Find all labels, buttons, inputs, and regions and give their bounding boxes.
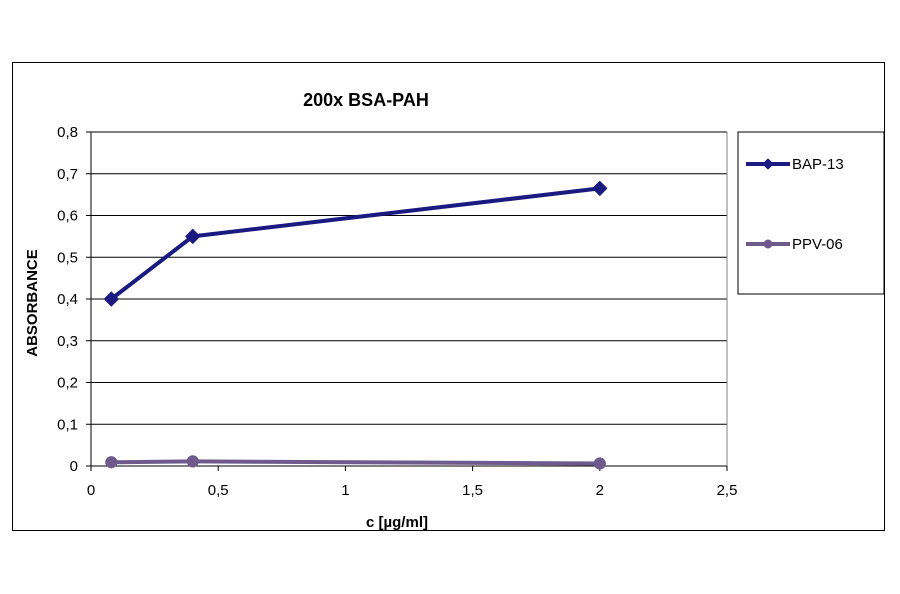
x-tick-label: 1,5 (462, 482, 483, 499)
gridlines (91, 131, 727, 467)
axes: 0 0,1 0,2 0,3 0,4 0,5 0,6 0,7 0,8 0 0,5 1 1,5 2 2,5 (57, 124, 737, 499)
legend: BAP-13 PPV-06 (737, 131, 885, 295)
x-tick-label: 2 (596, 482, 604, 499)
legend-box (737, 131, 885, 295)
data-point (185, 228, 201, 245)
chart-canvas: 200x BSA-PAH 00,10,20,30,40,50,60,70,80 0… (24, 90, 885, 531)
y-tick-label: 0 (70, 458, 78, 475)
x-axis-title: c [µg/ml] (366, 514, 428, 531)
y-tick-label: 0,8 (57, 124, 78, 141)
legend-label: PPV-06 (792, 236, 843, 253)
x-tick-label: 1 (341, 482, 349, 499)
legend-label: BAP-13 (792, 156, 844, 173)
data-point (593, 457, 606, 470)
legend-marker-PPV-06 (763, 239, 773, 249)
chart-frame: 200x BSA-PAH 0 0,1 0,2 0,3 0,4 0,5 0,6 0,7 0,8 0 0… (12, 62, 885, 531)
x-tick-label: 0,5 (208, 482, 229, 499)
y-tick-label: 0,5 (57, 249, 78, 266)
data-point (105, 456, 118, 469)
y-tick-label: 0,6 (57, 208, 78, 225)
y-tick-label: 0,1 (57, 416, 78, 433)
y-axis-title: ABSORBANCE (24, 249, 41, 357)
series-line-BAP-13 (109, 186, 602, 301)
data-point (103, 291, 120, 307)
data-point (186, 455, 199, 468)
y-tick-label: 0,4 (57, 291, 78, 308)
x-tick-label: 2,5 (717, 482, 738, 499)
x-tick-label: 0 (87, 482, 95, 499)
y-tick-label: 0,7 (57, 166, 78, 183)
chart-title: 200x BSA-PAH (303, 90, 429, 110)
y-tick-label: 0,3 (57, 333, 78, 350)
legend-marker-BAP-13 (762, 158, 774, 170)
data-point (592, 180, 608, 197)
y-tick-label: 0,2 (57, 375, 78, 392)
plot-series (103, 180, 608, 470)
series-line-PPV-06 (109, 459, 602, 466)
legend-items: BAP-13 PPV-06 (746, 156, 844, 253)
